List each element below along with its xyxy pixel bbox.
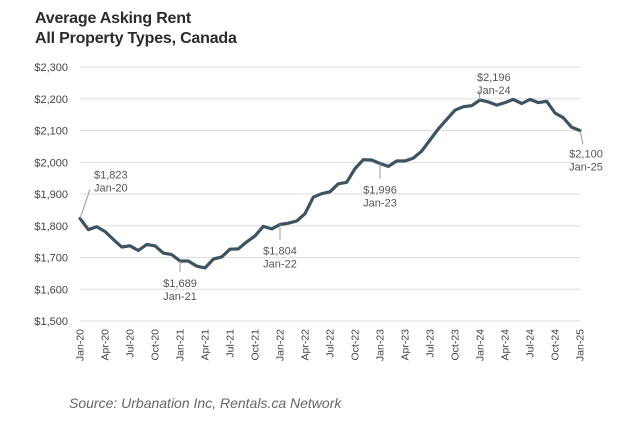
annotation-date-label: Jan-25 (569, 162, 603, 174)
annotation-value-label: $1,996 (363, 185, 397, 197)
x-tick-label: Apr-21 (200, 329, 212, 361)
y-tick-label: $2,100 (34, 126, 68, 138)
x-tick-label: Apr-22 (300, 329, 312, 361)
x-tick-label: Oct-20 (150, 329, 162, 361)
y-tick-label: $1,500 (34, 316, 68, 328)
x-tick-label: Jan-22 (275, 329, 287, 361)
y-tick-label: $2,200 (34, 94, 68, 106)
annotation-leader (478, 89, 481, 101)
annotation-date-label: Jan-22 (263, 258, 297, 270)
annotation-value-label: $2,196 (477, 72, 511, 84)
x-tick-label: Jan-21 (175, 329, 187, 361)
annotation-value-label: $1,823 (94, 169, 128, 181)
annotation-date-label: Jan-24 (477, 85, 511, 97)
x-tick-label: Jul-23 (425, 329, 437, 358)
annotation-value-label: $2,100 (569, 149, 603, 161)
annotation-value-label: $1,689 (163, 278, 197, 290)
x-tick-label: Oct-21 (250, 329, 262, 361)
chart-title-line-1: Average Asking Rent (35, 10, 191, 27)
annotation-date-label: Jan-20 (94, 182, 128, 194)
series-line (78, 97, 582, 270)
x-tick-label: Jul-22 (325, 329, 337, 358)
y-tick-label: $2,300 (34, 62, 68, 74)
x-tick-label: Jan-23 (375, 329, 387, 361)
x-tick-label: Jul-20 (125, 329, 137, 358)
x-tick-label: Jul-24 (525, 329, 537, 358)
x-tick-label: Oct-22 (350, 329, 362, 361)
y-tick-label: $1,700 (34, 253, 68, 265)
y-tick-label: $1,600 (34, 284, 68, 296)
x-tick-label: Oct-24 (550, 329, 562, 361)
y-tick-label: $1,800 (34, 221, 68, 233)
y-tick-label: $1,900 (34, 189, 68, 201)
chart-title: Average Asking Rent All Property Types, … (35, 9, 237, 49)
x-tick-label: Apr-23 (400, 329, 412, 361)
annotation-leader (579, 130, 584, 145)
source-note: Source: Urbanation Inc, Rentals.ca Netwo… (69, 395, 342, 411)
x-tick-label: Apr-20 (100, 329, 112, 361)
x-tick-label: Jul-21 (225, 329, 237, 358)
x-tick-label: Jan-20 (75, 329, 87, 361)
annotation-leader (79, 189, 91, 219)
y-tick-label: $2,000 (34, 157, 68, 169)
annotation-value-label: $1,804 (263, 245, 297, 257)
x-tick-label: Apr-24 (500, 329, 512, 361)
chart-subtitle: All Property Types, Canada (35, 30, 237, 47)
x-tick-label: Jan-24 (475, 329, 487, 361)
annotation-date-label: Jan-21 (163, 291, 197, 303)
x-tick-label: Jan-25 (575, 329, 587, 361)
x-tick-label: Oct-23 (450, 329, 462, 361)
annotation-date-label: Jan-23 (363, 198, 397, 210)
